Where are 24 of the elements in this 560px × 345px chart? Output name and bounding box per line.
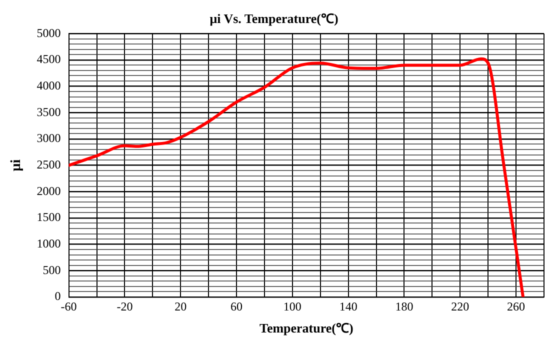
x-tick-label: 180: [395, 299, 414, 314]
y-tick-label: 3500: [36, 104, 61, 119]
x-tick-label: 20: [174, 299, 187, 314]
y-tick-label: 0: [54, 289, 61, 304]
y-tick-label: 2500: [36, 157, 61, 172]
x-tick-label: 140: [339, 299, 358, 314]
x-tick-label: 260: [507, 299, 526, 314]
y-tick-label: 500: [42, 262, 61, 277]
y-tick-label: 5000: [36, 26, 61, 40]
x-tick-label: 220: [451, 299, 470, 314]
x-tick-label: 100: [283, 299, 302, 314]
y-axis-title: μi: [9, 159, 24, 172]
x-tick-label: -20: [116, 299, 133, 314]
y-tick-label: 4500: [36, 52, 61, 66]
x-axis-title: Temperature(℃): [259, 320, 354, 336]
y-tick-label: 1000: [36, 236, 61, 250]
chart-title: μi Vs. Temperature(℃): [210, 11, 338, 26]
y-tick-label: 4000: [36, 78, 61, 92]
y-tick-label: 2000: [36, 184, 61, 198]
y-tick-label: 1500: [36, 210, 61, 224]
x-tick-label: 60: [230, 299, 243, 314]
x-tick-label: -60: [60, 299, 77, 314]
line-series: [68, 57, 525, 297]
y-tick-label: 3000: [36, 131, 61, 146]
